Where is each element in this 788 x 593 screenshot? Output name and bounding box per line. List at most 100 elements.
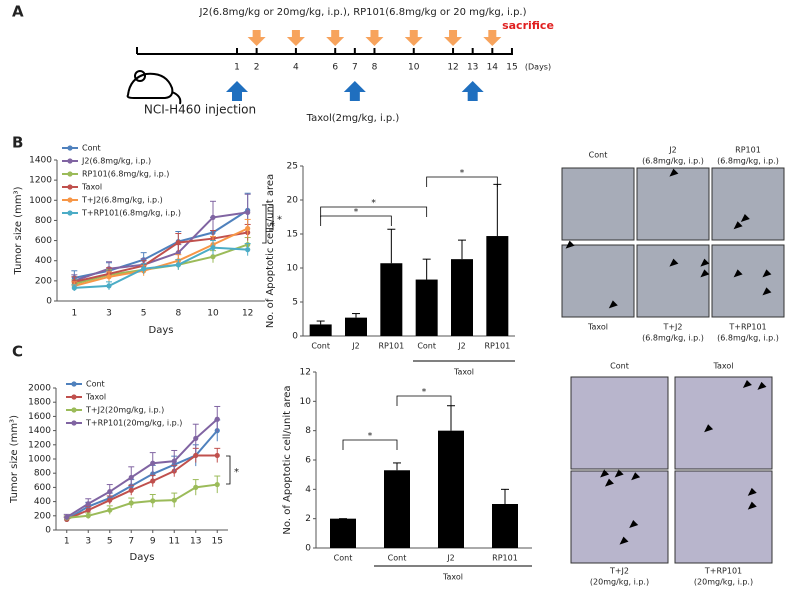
- bar: [380, 263, 403, 336]
- x-tick-label: Cont: [388, 554, 407, 563]
- x-tick-label: 13: [190, 537, 201, 547]
- y-tick-label: 800: [35, 216, 52, 226]
- bar: [438, 430, 464, 548]
- data-point: [64, 514, 70, 520]
- bar: [492, 504, 518, 548]
- data-point: [193, 484, 199, 490]
- legend-marker: [67, 158, 73, 164]
- significance-bracket: [320, 215, 392, 226]
- data-point: [107, 507, 113, 513]
- legend-label: Cont: [82, 144, 101, 153]
- micrograph: [711, 244, 785, 318]
- micrograph-label: T+RP101: [704, 567, 742, 576]
- day-label: 10: [408, 63, 420, 73]
- data-point: [85, 513, 91, 519]
- arrowhead: [619, 536, 629, 545]
- x-tick-label: RP101: [485, 342, 511, 351]
- micrograph-label: Taxol: [712, 362, 733, 371]
- micrograph: [570, 376, 669, 470]
- day-label: 14: [487, 63, 499, 73]
- data-point: [245, 209, 251, 215]
- y-axis-label: No. of Apoptotic cells/unit area: [265, 174, 276, 328]
- micrograph: [674, 376, 773, 470]
- arrowhead: [614, 469, 624, 478]
- x-tick-label: 10: [207, 309, 219, 319]
- x-tick-label: RP101: [379, 342, 405, 351]
- micrograph-label: T+J2: [662, 323, 682, 332]
- micrograph-label: RP101: [735, 146, 761, 155]
- legend-marker: [71, 420, 77, 426]
- series-line: [74, 211, 248, 282]
- data-point: [128, 487, 134, 493]
- series-line: [74, 227, 249, 287]
- micrograph-label: (6.8mg/kg, i.p.): [642, 157, 704, 166]
- y-tick-label: 0: [292, 332, 298, 342]
- y-tick-label: 800: [34, 469, 51, 479]
- day-label: 2: [254, 63, 260, 73]
- y-tick-label: 400: [35, 256, 52, 266]
- data-point: [193, 435, 199, 442]
- significance-label: *: [270, 221, 275, 232]
- data-point: [175, 250, 181, 256]
- data-point: [193, 452, 199, 459]
- y-tick-label: 1400: [28, 426, 51, 436]
- arrowhead: [762, 287, 772, 296]
- micrograph: [636, 167, 710, 241]
- significance-label: *: [371, 199, 376, 209]
- significance-label: *: [368, 432, 373, 442]
- micrograph: [561, 244, 635, 318]
- y-tick-label: 0: [46, 297, 52, 307]
- micrograph-label: (6.8mg/kg, i.p.): [717, 157, 779, 166]
- day-label: 15: [506, 63, 517, 73]
- arrowhead: [700, 258, 710, 267]
- data-point: [107, 489, 113, 495]
- significance-label: *: [460, 169, 465, 179]
- y-tick-label: 0: [45, 526, 51, 536]
- significance-bracket: [396, 395, 452, 406]
- data-point: [214, 416, 220, 422]
- x-axis-label: Days: [130, 552, 155, 563]
- arrowhead: [600, 469, 610, 478]
- x-tick-label: 11: [169, 537, 180, 547]
- x-tick-label: 9: [150, 537, 156, 547]
- group-label: Taxol: [453, 368, 474, 377]
- y-tick-label: 0: [305, 544, 311, 554]
- series-line: [66, 418, 218, 519]
- arrowhead: [669, 258, 679, 267]
- micrograph-label: (20mg/kg, i.p.): [694, 578, 753, 587]
- drug-arrow: [326, 30, 345, 46]
- x-tick-label: J2: [351, 342, 359, 351]
- x-tick-label: 1: [71, 309, 77, 319]
- y-tick-label: 600: [34, 483, 51, 493]
- x-tick-label: Cont: [311, 342, 330, 351]
- micrograph: [561, 167, 635, 241]
- y-tick-label: 1200: [28, 440, 51, 450]
- significance-label: *: [422, 388, 427, 398]
- x-tick-label: J2: [457, 342, 465, 351]
- micrograph-label: (6.8mg/kg, i.p.): [717, 334, 779, 343]
- legend-label: Cont: [86, 380, 105, 389]
- x-tick-label: 3: [106, 309, 112, 319]
- data-point: [107, 497, 113, 503]
- day-label: 7: [352, 63, 358, 73]
- legend-label: RP101(6.8mg/kg, i.p.): [82, 170, 169, 179]
- bar: [309, 324, 332, 336]
- day-label: 8: [372, 63, 378, 73]
- series-line: [74, 209, 249, 279]
- x-tick-label: 1: [64, 537, 70, 547]
- bar: [486, 236, 509, 336]
- micrograph-label: Cont: [610, 362, 629, 371]
- data-point: [71, 285, 77, 291]
- significance-bracket: [320, 206, 428, 217]
- drug-arrow: [483, 30, 502, 46]
- x-tick-label: J2: [446, 554, 454, 563]
- data-point: [85, 507, 91, 513]
- drug-arrow: [444, 30, 463, 46]
- significance-label: *: [354, 208, 359, 218]
- series-line: [66, 483, 218, 519]
- y-tick-label: 600: [35, 236, 52, 246]
- legend-label: Taxol: [81, 183, 102, 192]
- group-label: Taxol: [442, 573, 463, 582]
- x-tick-label: 5: [141, 309, 147, 319]
- panel-label: A: [12, 3, 24, 21]
